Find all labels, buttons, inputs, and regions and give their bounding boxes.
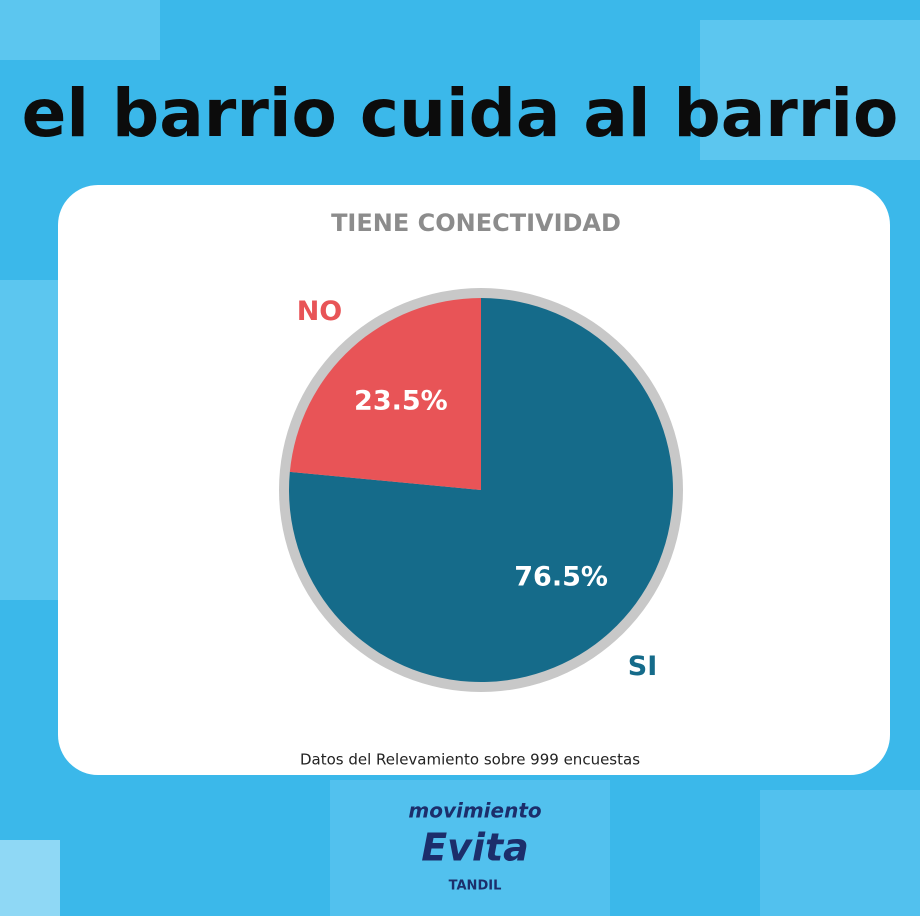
- footer-note: Datos del Relevamiento sobre 999 encuest…: [300, 751, 640, 769]
- decor-square: [0, 280, 60, 600]
- logo-line1: movimiento: [408, 799, 542, 823]
- value-label: 23.5%: [354, 385, 448, 416]
- decor-square: [0, 840, 60, 916]
- category-label: SI: [628, 651, 658, 682]
- logo-line2: Evita: [421, 826, 529, 870]
- logo-line3: TANDIL: [449, 879, 502, 894]
- chart-title: TIENE CONECTIVIDAD: [331, 209, 621, 237]
- decor-square: [0, 0, 160, 60]
- decor-square: [330, 780, 610, 916]
- pie: 76.5% SI 23.5% NO: [288, 296, 674, 682]
- pie-slice: [289, 298, 481, 490]
- decor-square: [760, 790, 920, 916]
- category-label: NO: [297, 296, 343, 327]
- value-label: 76.5%: [514, 562, 608, 593]
- decor-square: [700, 20, 920, 160]
- headline: el barrio cuida al barrio: [22, 75, 899, 152]
